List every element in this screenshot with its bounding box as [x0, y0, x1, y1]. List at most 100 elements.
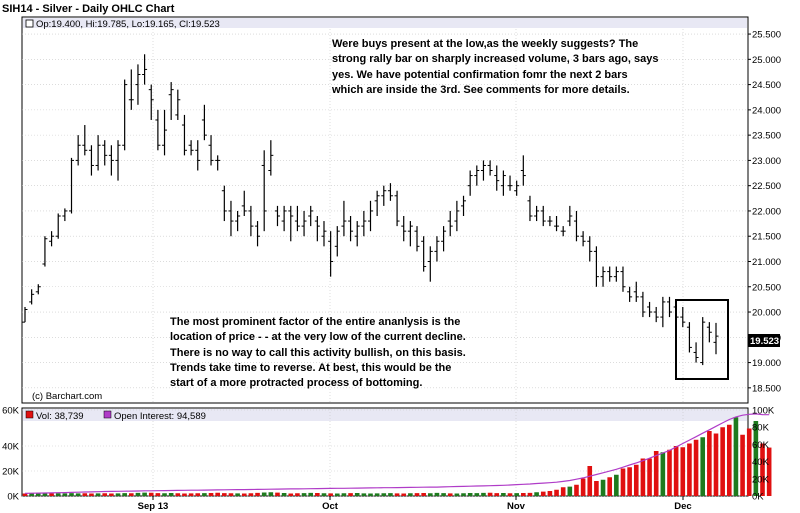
volume-bar: [700, 437, 706, 496]
price-tick-label: 20.000: [752, 308, 781, 319]
ohlc-bar: [421, 236, 427, 272]
ohlc-bar: [620, 266, 626, 292]
ohlc-bar: [547, 216, 553, 227]
ohlc-bar: [348, 216, 354, 242]
volume-bar: [235, 493, 240, 496]
volume-bar: [215, 492, 220, 496]
ohlc-bar: [414, 226, 420, 252]
oi-tick-label: 80K: [752, 423, 770, 434]
volume-bar: [527, 492, 533, 496]
ohlc-bar: [613, 266, 619, 282]
volume-bar: [188, 493, 194, 496]
oi-tick-label: 100K: [752, 406, 775, 417]
ohlc-bar: [534, 205, 540, 222]
date-tick-label: Dec: [674, 501, 691, 512]
ohlc-bar: [241, 190, 247, 216]
ohlc-bar: [514, 180, 520, 196]
volume-bar: [381, 493, 387, 496]
ohlc-bar: [441, 226, 447, 252]
price-tick-label: 21.000: [752, 257, 781, 268]
volume-bar: [673, 446, 679, 496]
volume-bar: [667, 449, 672, 496]
ohlc-bar: [308, 205, 314, 227]
volume-bar: [348, 493, 353, 496]
oi-tick-label: 40K: [752, 457, 770, 468]
highlight-box: [675, 299, 729, 380]
annotation-bottom-line: start of a more protracted process of bo…: [170, 377, 423, 390]
volume-bar: [640, 458, 646, 496]
ohlc-bar: [168, 82, 174, 120]
annotation-top-line: which are inside the 3rd. See comments f…: [332, 83, 630, 96]
annotation-top-line: strong rally bar on sharply increased vo…: [332, 53, 659, 66]
ohlc-bar: [82, 125, 88, 156]
volume-bar: [554, 489, 559, 496]
volume-bar: [687, 443, 692, 496]
ohlc-bar: [680, 306, 686, 328]
ohlc-bar: [374, 190, 380, 216]
ohlc-bar: [201, 104, 207, 141]
volume-tick-label: 0K: [7, 492, 19, 503]
volume-bar: [441, 493, 446, 496]
annotation-bottom: The most prominent factor of the entire …: [170, 315, 466, 391]
volume-bar: [69, 493, 74, 496]
ohlc-bar: [301, 210, 307, 237]
price-tick-label: 21.500: [752, 232, 781, 243]
volume-bar: [328, 493, 333, 496]
volume-bar: [427, 493, 433, 496]
ohlc-bar: [401, 216, 407, 242]
volume-bar: [567, 486, 573, 496]
ohlc-bar: [474, 165, 480, 186]
volume-bar: [713, 433, 719, 496]
volume-bar: [228, 493, 234, 496]
ohlc-bar: [447, 210, 453, 237]
price-tick-label: 25.500: [752, 30, 781, 41]
ohlc-bar: [221, 185, 227, 222]
annotation-top-line: yes. We have potential confirmation fomr…: [332, 68, 628, 81]
ohlc-bar: [354, 221, 360, 247]
volume-bar: [627, 467, 632, 496]
price-tick-label: 19.000: [752, 358, 781, 369]
volume-bar: [614, 474, 619, 496]
volume-bar: [341, 493, 347, 496]
price-tick-label: 22.500: [752, 181, 781, 192]
volume-bar: [587, 466, 593, 496]
ohlc-bar: [208, 135, 214, 166]
volume-bar: [122, 493, 127, 496]
volume-bar: [155, 493, 161, 496]
ohlc-bar: [108, 145, 114, 176]
volume-bar: [321, 493, 327, 496]
ohlc-bar: [494, 165, 500, 191]
volume-bar: [268, 492, 274, 496]
volume-legend-swatch: [25, 410, 34, 419]
date-tick-label: Oct: [322, 501, 339, 512]
annotation-bottom-line: There is no way to call this activity bu…: [170, 346, 466, 359]
volume-bar: [594, 481, 599, 496]
volume-bar: [222, 493, 227, 496]
volume-bar: [454, 493, 460, 496]
ohlc-bar: [527, 195, 533, 222]
volume-bar: [142, 492, 147, 496]
ohlc-bar: [88, 145, 94, 176]
ohlc-bar: [387, 183, 393, 201]
ohlc-bar: [647, 301, 653, 318]
volume-bar: [261, 492, 267, 496]
last-price-box: [748, 334, 780, 347]
volume-bar: [49, 493, 54, 496]
ohlc-bar: [122, 79, 128, 151]
volume-bar: [115, 493, 121, 496]
ohlc-bar: [713, 322, 719, 355]
volume-bar: [241, 493, 247, 496]
annotation-bottom-line: The most prominent factor of the entire …: [170, 316, 461, 328]
ohlc-bar: [361, 210, 367, 237]
ohlc-bar: [593, 246, 599, 287]
price-tick-label: 20.500: [752, 282, 781, 293]
price-tick-label: 23.000: [752, 156, 781, 167]
chart-title: SIH14 - Silver - Daily OHLC Chart: [2, 3, 175, 15]
date-tick-label: Nov: [507, 501, 526, 512]
volume-tick-label: 20K: [2, 467, 20, 478]
volume-bar: [95, 493, 101, 496]
volume-bar: [301, 493, 307, 496]
ohlc-bar: [560, 226, 566, 237]
ohlc-bar: [600, 266, 606, 287]
ohlc-bar: [467, 170, 473, 196]
